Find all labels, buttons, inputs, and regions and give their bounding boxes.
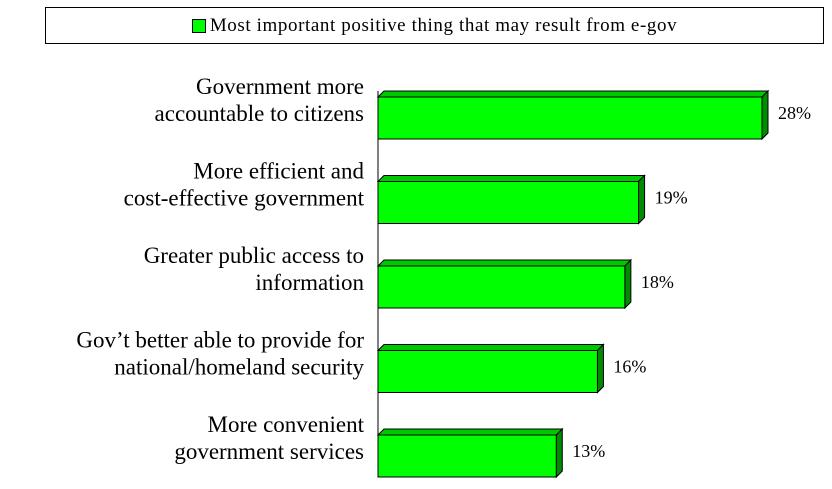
category-label: cost-effective government xyxy=(124,186,365,211)
bar-top-face xyxy=(376,428,564,436)
data-label: 19% xyxy=(655,188,688,208)
category-label: More convenient xyxy=(208,412,365,437)
category-label: More efficient and xyxy=(193,159,364,184)
data-label: 16% xyxy=(613,357,646,377)
bar-side-face xyxy=(555,427,563,479)
bar-top-face xyxy=(376,90,770,98)
bar-side-face xyxy=(761,89,769,141)
bar-side-face xyxy=(596,343,604,394)
category-label: national/homeland security xyxy=(114,355,364,380)
data-label: 13% xyxy=(572,441,605,461)
category-label: government services xyxy=(174,439,364,464)
data-label: 28% xyxy=(778,103,811,123)
bar-top-face xyxy=(376,259,633,267)
category-label: Greater public access to xyxy=(144,243,364,268)
category-label: accountable to citizens xyxy=(155,101,365,126)
data-label: 18% xyxy=(641,272,674,292)
bar xyxy=(377,350,598,393)
bar-top-face xyxy=(376,344,605,351)
bar xyxy=(377,265,626,309)
bar-side-face xyxy=(624,258,632,310)
bar-side-face xyxy=(638,174,646,225)
category-label: information xyxy=(255,270,364,295)
bar xyxy=(377,181,640,224)
bar xyxy=(377,96,763,140)
bar xyxy=(377,434,557,478)
chart-legend: Most important positive thing that may r… xyxy=(45,7,824,44)
legend-label: Most important positive thing that may r… xyxy=(209,14,678,36)
category-label: Gov’t better able to provide for xyxy=(76,328,364,353)
category-label: Government more xyxy=(196,74,364,99)
bar-top-face xyxy=(376,175,646,182)
legend-swatch xyxy=(191,18,206,33)
